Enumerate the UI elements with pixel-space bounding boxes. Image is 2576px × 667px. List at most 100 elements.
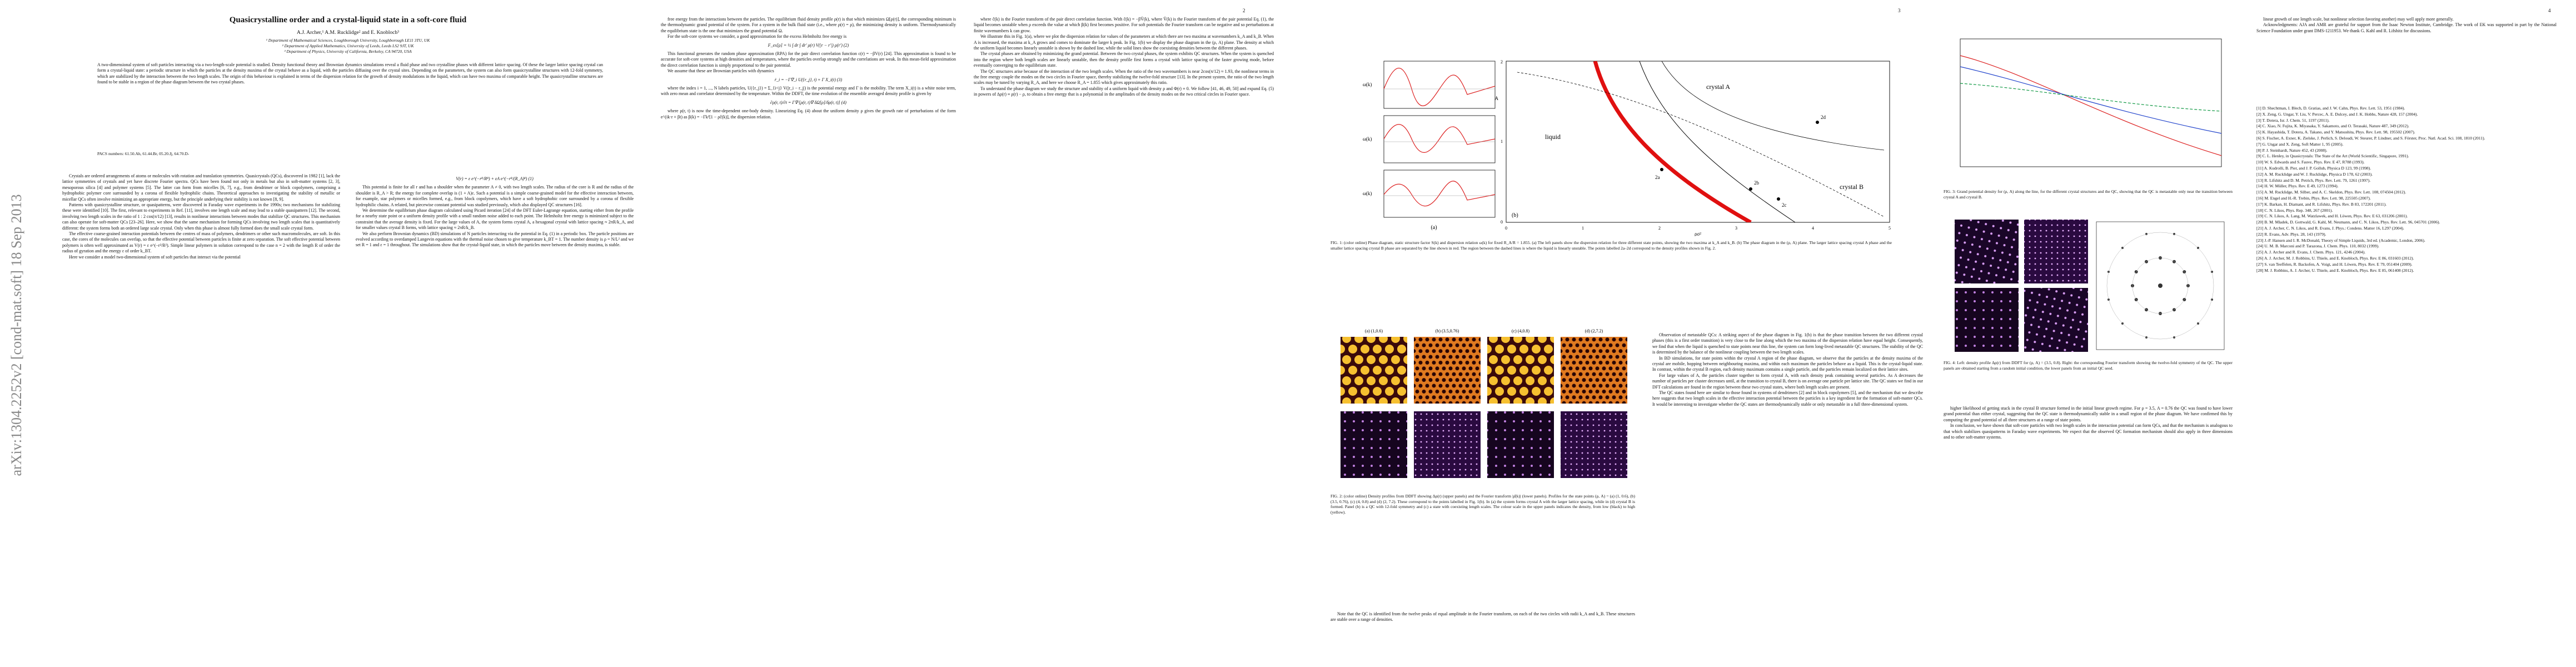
x-tick: 1 [1582, 226, 1584, 231]
pacs: PACS numbers: 61.50.Ah, 61.44.Br, 05.20.… [97, 151, 190, 156]
reference: [19] C. N. Likos, A. Lang, M. Watzlawek,… [2256, 213, 2408, 219]
paragraph: We assume that these are Brownian partic… [667, 68, 774, 74]
page-number: 3 [1898, 8, 1901, 13]
reference: [9] C. L. Henley, in Quasicrystals: The … [2256, 153, 2409, 159]
paragraph: higher likelihood of getting stuck in th… [1944, 406, 2233, 422]
paragraph: The crystal phases are obtained by minim… [974, 51, 1274, 68]
y-tick: 0 [1501, 220, 1503, 225]
paragraph: In conclusion, we have shown that soft-c… [1944, 423, 2233, 440]
reference: [3] T. Dotera, Isr. J. Chem. 51, 1197 (2… [2256, 117, 2330, 123]
page-number: 2 [1243, 8, 1245, 13]
paragraph: The QC structures arise because of the i… [974, 68, 1274, 86]
paragraph: The effective coarse-grained interaction… [62, 231, 340, 254]
dispersion-panels: ω(k) ω(k) ω(k) (a) [1363, 61, 1496, 231]
phase-diagram: liquid crystal A crystal B 2a 2b 2c 2d (… [1495, 59, 1891, 236]
x-tick: 5 [1889, 226, 1891, 231]
paragraph: The QC states found here are similar to … [1652, 390, 1923, 407]
reference: [1] D. Shechtman, I. Blech, D. Gratias, … [2256, 106, 2405, 111]
reference: [13] R. Lifshitz and D. M. Petrich, Phys… [2256, 177, 2371, 183]
equation: ṙ_i = −Γ∇_i U({r_j}, t) + Γ X_i(t) (3) [774, 77, 843, 82]
x-tick: 3 [1735, 226, 1737, 231]
reference: [5] K. Hayashida, T. Dotera, A. Takano, … [2256, 130, 2415, 135]
point-label: 2d [1821, 115, 1826, 120]
paragraph: Patterns with quasicrystalline structure… [62, 202, 340, 231]
x-axis-label: ρσ² [1695, 231, 1701, 236]
panel-label: (a) (1,0.6) [1365, 328, 1383, 334]
page-number: 4 [2548, 8, 2551, 13]
paragraph: We also perform Brownian dynamics (BD) s… [356, 231, 634, 248]
paragraph: Here we consider a model two-dimensional… [69, 254, 241, 260]
reference: [4] C. Xiao, N. Fujita, K. Miyasaka, Y. … [2256, 123, 2409, 129]
paragraph: This functional generates the random pha… [661, 51, 956, 68]
region-label: liquid [1545, 133, 1561, 141]
equation: V(r) = ε e^(−r⁸/R⁸) + εA e^(−r⁸/(R_A)⁸) … [456, 176, 534, 181]
reference: [22] R. Evans, Adv. Phys. 28, 143 (1979)… [2256, 231, 2326, 237]
region-label: crystal A [1706, 83, 1730, 91]
region-label: crystal B [1840, 183, 1864, 191]
paragraph: Crystals are ordered arrangements of ato… [62, 173, 340, 202]
panel-label: (b) [1512, 212, 1518, 218]
text-column: where ĉ(k) is the Fourier transform of t… [974, 17, 1274, 650]
reference: [24] U. M. B. Marconi and P. Tarazona, J… [2256, 243, 2379, 249]
y-tick: 1 [1501, 139, 1503, 144]
paragraph: In BD simulations, for state points with… [1652, 355, 1923, 372]
arxiv-stamp: arXiv:1304.2252v2 [cond-mat.soft] 18 Sep… [8, 194, 24, 476]
figure-1: ω(k) ω(k) ω(k) (a) liquid crystal A crys… [1363, 59, 1891, 236]
point-label: 2c [1782, 202, 1787, 208]
affiliations: ¹ Department of Mathematical Sciences, L… [62, 38, 634, 54]
paragraph: Note that the QC is identified from the … [1331, 611, 1635, 623]
y-tick: 2 [1501, 59, 1503, 64]
text-column: Crystals are ordered arrangements of ato… [62, 173, 340, 651]
paragraph: We determine the equilibrium phase diagr… [356, 208, 634, 231]
x-tick: 0 [1505, 226, 1507, 231]
panel-axis-label: ω(k) [1363, 191, 1372, 196]
text-column: V(r) = ε e^(−r⁸/R⁸) + εA e^(−r⁸/(R_A)⁸) … [356, 173, 634, 651]
reference: [10] W. S. Edwards and S. Fauve, Phys. R… [2256, 160, 2365, 165]
paragraph: where ĉ(k) is the Fourier transform of t… [974, 17, 1274, 33]
reference: [25] A. J. Archer and R. Evans, J. Chem.… [2256, 250, 2366, 255]
text-column: Note that the QC is identified from the … [1331, 611, 1635, 650]
panel-label: (a) [1431, 225, 1437, 231]
reference: [12] A. M. Rucklidge and W. J. Rucklidge… [2256, 171, 2373, 177]
reference: [11] A. Kudrolli, B. Pier, and J. P. Gol… [2256, 165, 2371, 171]
reference: [15] A. M. Rucklidge, M. Silber, and A. … [2256, 190, 2406, 195]
reference: [21] A. J. Archer, C. N. Likos, and R. E… [2256, 225, 2404, 231]
paragraph: For the soft-core systems we consider, a… [667, 34, 847, 39]
paragraph: We illustrate this in Fig. 1(a), where w… [974, 34, 1274, 51]
reference: [20] B. M. Mladek, D. Gottwald, G. Kahl,… [2256, 220, 2440, 225]
reference-list: [1] D. Shechtman, I. Blech, D. Gratias, … [2256, 106, 2557, 650]
paragraph: where ρ(r, t) is now the time-dependent … [661, 108, 956, 120]
paragraph: This potential is finite for all r and h… [356, 185, 634, 207]
reference: [26] A. J. Archer, M. J. Robbins, U. Thi… [2256, 255, 2414, 261]
reference: [16] M. Engel and H.-R. Trebin, Phys. Re… [2256, 195, 2371, 201]
text-column: higher likelihood of getting stuck in th… [1944, 406, 2233, 650]
figure-2: (a) (1,0.6) (b) (3.5,0.76) (c) (4,0.8) (… [1341, 328, 1627, 478]
affiliation: ³ Department of Physics, University of C… [284, 49, 412, 54]
reference: [7] G. Ungar and X. Zeng, Soft Matter 1,… [2256, 141, 2344, 147]
affiliation: ¹ Department of Mathematical Sciences, L… [266, 38, 430, 43]
figure-caption: FIG. 2: (color online) Density profiles … [1331, 494, 1635, 515]
x-tick: 4 [1812, 226, 1814, 231]
panel-axis-label: ω(k) [1363, 136, 1372, 142]
reference: [6] S. Fischer, A. Exner, K. Zielske, J.… [2256, 135, 2485, 141]
text-column: free energy from the interactions betwee… [661, 17, 956, 650]
panel-axis-label: ω(k) [1363, 82, 1372, 87]
authors: A.J. Archer,¹ A.M. Rucklidge² and E. Kno… [297, 30, 399, 36]
figure-3 [1960, 38, 2222, 167]
figure-caption: FIG. 4: Left: density profile Δρ(r) from… [1944, 360, 2233, 371]
point-label: 2b [1754, 180, 1760, 186]
equation: F_ex[ρ] = ½ ∫ dr ∫ dr′ ρ(r) V(|r − r′|) … [768, 42, 849, 48]
reference: [17] K. Barkan, H. Diamant, and R. Lifsh… [2256, 201, 2386, 207]
reference: [28] M. J. Robbins, A. J. Archer, U. Thi… [2256, 267, 2414, 273]
paragraph: free energy from the interactions betwee… [661, 17, 956, 33]
paragraph: linear growth of one length scale, but n… [2263, 17, 2454, 22]
reference: [18] C. N. Likos, Phys. Rep. 348, 267 (2… [2256, 207, 2333, 213]
paragraph: Acknowledgments: AJA and AMR are gratefu… [2256, 22, 2557, 33]
figure-4 [1955, 220, 2225, 352]
affiliation: ² Department of Applied Mathematics, Uni… [282, 43, 414, 48]
paragraph: For large values of A, the particles clu… [1652, 372, 1923, 390]
reference: [8] P. J. Steinhardt, Nature 452, 43 (20… [2256, 147, 2328, 153]
panel-label: (d) (2,7.2) [1585, 328, 1603, 334]
text-column: Observation of metastable QCs: A strikin… [1652, 332, 1923, 650]
